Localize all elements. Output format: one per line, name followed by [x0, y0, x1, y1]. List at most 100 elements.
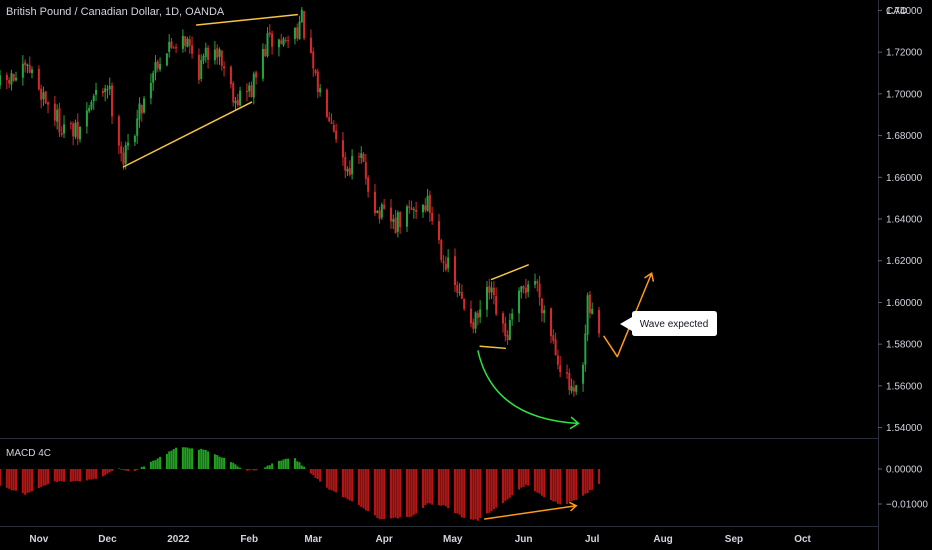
candle-body	[124, 145, 127, 164]
flag-upper-trendline[interactable]	[490, 264, 529, 281]
candle-body	[383, 204, 386, 209]
candle-body	[389, 207, 392, 222]
price-scale[interactable]: 1.74000 1.72000 1.70000 1.68000 1.66000 1.640…	[878, 6, 923, 434]
candle-body	[341, 140, 344, 158]
candle-body	[554, 339, 557, 356]
candle-body	[367, 177, 370, 192]
macd-divergence-arrowhead	[569, 501, 578, 512]
candle-body	[207, 47, 210, 60]
candle-body	[248, 85, 251, 92]
candle-body	[527, 284, 530, 292]
flag-lower-trendline[interactable]	[479, 345, 507, 350]
candle-body	[92, 95, 95, 102]
candle-body	[440, 239, 443, 261]
candle-body	[309, 37, 312, 54]
candle-body	[556, 355, 559, 365]
candle-body	[250, 85, 253, 98]
time-tick-label: Aug	[653, 534, 672, 545]
candle-body	[191, 45, 194, 54]
wave-expected-callout[interactable]: Wave expected	[620, 311, 717, 336]
candle-body	[540, 298, 543, 314]
time-tick-label: Jul	[585, 534, 600, 545]
candle-body	[426, 196, 429, 211]
macd-pane[interactable]	[0, 447, 601, 521]
price-tick-label: 1.58000	[886, 340, 923, 351]
candle-body	[421, 204, 424, 213]
candle-body	[486, 287, 489, 310]
candle-body	[319, 88, 322, 93]
price-tick-label: 1.74000	[886, 6, 923, 17]
candle-body	[357, 156, 360, 158]
candle-body	[534, 281, 537, 285]
candle-body	[520, 286, 523, 293]
candle-body	[524, 287, 527, 294]
candle-body	[444, 263, 447, 270]
projection-path[interactable]	[602, 272, 653, 358]
candle-body	[165, 53, 168, 66]
candle-body	[188, 39, 191, 46]
candle-body	[95, 89, 98, 95]
candle-body	[234, 100, 237, 104]
time-tick-label: May	[443, 534, 463, 545]
candle-body	[218, 49, 221, 57]
candle-body	[37, 68, 40, 90]
candle-body	[133, 135, 136, 142]
candle-body	[127, 142, 130, 146]
price-tick-label: 1.66000	[886, 173, 923, 184]
candle-body	[8, 80, 11, 84]
time-tick-label: Nov	[29, 534, 48, 545]
candle-body	[168, 41, 171, 52]
candle-body	[351, 156, 354, 175]
price-tick-label: 1.60000	[886, 298, 923, 309]
price-pane[interactable]	[0, 6, 655, 430]
candle-body	[58, 108, 61, 133]
candle-body	[470, 308, 473, 324]
candle-body	[239, 90, 242, 106]
candle-body	[282, 38, 285, 46]
candle-body	[572, 387, 575, 392]
candle-body	[346, 168, 349, 172]
rounding-bottom-curve[interactable]	[477, 350, 579, 425]
wedge-lower-trendline[interactable]	[122, 101, 253, 168]
candle-body	[72, 123, 75, 137]
candle-body	[15, 77, 18, 81]
candle-body	[204, 47, 207, 57]
macd-divergence-line[interactable]	[483, 505, 577, 520]
candle-body	[42, 92, 45, 100]
time-tick-label: Mar	[304, 534, 322, 545]
candle-body	[364, 162, 367, 179]
candle-body	[380, 204, 383, 218]
candle-body	[438, 221, 440, 240]
candle-body	[186, 38, 189, 47]
candle-body	[376, 211, 379, 213]
wedge-upper-trendline[interactable]	[195, 13, 298, 26]
candle-body	[415, 209, 418, 212]
macd-scale[interactable]: 0.00000 −0.01000	[878, 465, 928, 511]
candle-body	[261, 49, 264, 79]
time-tick-label: 2022	[167, 534, 190, 545]
candle-body	[24, 62, 27, 66]
candle-body	[522, 286, 525, 289]
candle-body	[40, 88, 43, 100]
candle-body	[10, 73, 13, 85]
candle-body	[200, 60, 203, 79]
candle-body	[591, 308, 594, 315]
symbol-title: British Pound / Canadian Dollar, 1D, OAN…	[6, 6, 225, 18]
candle-body	[362, 153, 365, 163]
candle-body	[584, 333, 587, 365]
candle-body	[550, 308, 553, 337]
candle-body	[518, 290, 521, 314]
candle-body	[108, 86, 111, 90]
candle-body	[488, 286, 491, 293]
candle-body	[408, 206, 411, 208]
candle-body	[88, 107, 91, 112]
candle-body	[588, 294, 591, 313]
candle-body	[502, 313, 505, 324]
macd-tick-label: 0.00000	[886, 465, 923, 476]
candle-body	[504, 323, 507, 337]
candle-body	[568, 373, 571, 390]
candle-body	[394, 217, 397, 234]
time-scale[interactable]: Nov Dec 2022 Feb Mar Apr May Jun Jul Aug Sep Oct	[29, 534, 811, 545]
